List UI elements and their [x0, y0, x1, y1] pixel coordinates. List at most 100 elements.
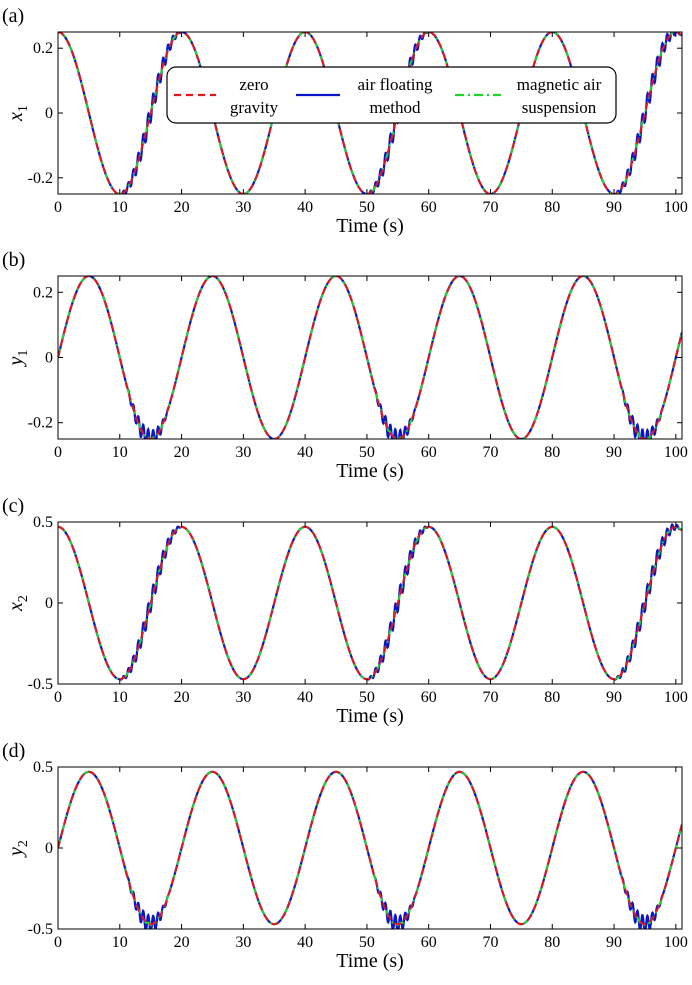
x-tick-label: 50 — [359, 199, 375, 216]
y-tick-label: 0.2 — [33, 284, 53, 301]
y-axis-label-main: x — [5, 112, 27, 122]
panel-label: (a) — [2, 5, 24, 27]
legend-box — [166, 66, 617, 124]
y-tick-label: 0.5 — [33, 514, 53, 531]
x-tick-label: 90 — [606, 934, 622, 951]
x-tick-label: 60 — [421, 689, 437, 706]
x-tick-label: 50 — [359, 689, 375, 706]
x-tick-label: 100 — [664, 934, 688, 951]
x-tick-label: 60 — [421, 934, 437, 951]
x-tick-label: 10 — [112, 444, 128, 461]
y-axis-label-sub: 1 — [16, 105, 31, 112]
x-tick-label: 60 — [421, 199, 437, 216]
y-axis-label-sub: 2 — [16, 595, 31, 602]
series-line-3 — [58, 770, 682, 927]
x-tick-label: 50 — [359, 444, 375, 461]
y-axis-label-sub: 2 — [16, 840, 31, 847]
series-line-3 — [58, 525, 682, 681]
y-tick-label: -0.5 — [28, 921, 53, 938]
x-tick-label: 90 — [606, 199, 622, 216]
x-tick-label: 50 — [359, 934, 375, 951]
y-axis-label-main: y — [5, 847, 27, 858]
panel-label: (d) — [2, 740, 25, 762]
x-tick-label: 80 — [544, 934, 560, 951]
series-line-2 — [58, 770, 682, 929]
y-axis-label: x1 — [5, 105, 31, 122]
x-tick-label: 90 — [606, 444, 622, 461]
y-tick-label: -0.5 — [28, 676, 53, 693]
legend-label-2-line1: air floating — [357, 75, 433, 94]
legend-label-3-line2: suspension — [522, 98, 597, 117]
y-axis-label: y1 — [5, 350, 31, 368]
legend-label-1-line1: zero — [239, 75, 268, 94]
x-tick-label: 60 — [421, 444, 437, 461]
series-line-2 — [58, 276, 682, 439]
x-tick-label: 90 — [606, 689, 622, 706]
legend-label-3-line1: magnetic air — [517, 75, 602, 94]
x-tick-label: 30 — [235, 199, 251, 216]
plot-area — [58, 523, 682, 681]
series-line-1 — [58, 276, 682, 439]
x-tick-label: 80 — [544, 199, 560, 216]
plot-area — [58, 276, 682, 439]
x-tick-label: 30 — [235, 934, 251, 951]
y-tick-label: 0 — [45, 105, 53, 122]
x-tick-label: 10 — [112, 934, 128, 951]
x-tick-label: 0 — [54, 934, 62, 951]
x-axis-label: Time (s) — [336, 950, 404, 972]
y-axis-label-main: x — [5, 602, 27, 612]
x-axis-label: Time (s) — [336, 705, 404, 727]
x-tick-label: 70 — [482, 444, 498, 461]
y-axis-label-main: y — [5, 356, 27, 367]
y-axis-label-sub: 1 — [16, 350, 31, 357]
series-line-1 — [58, 525, 682, 681]
x-tick-label: 0 — [54, 199, 62, 216]
x-tick-label: 30 — [235, 444, 251, 461]
x-tick-label: 70 — [482, 934, 498, 951]
axes-box — [57, 275, 683, 440]
x-tick-label: 10 — [112, 689, 128, 706]
x-tick-label: 20 — [174, 689, 190, 706]
legend: zero gravity air floating method magnetic ai… — [166, 66, 617, 124]
y-tick-label: 0.2 — [33, 40, 53, 57]
y-tick-label: 0.5 — [33, 759, 53, 776]
y-tick-label: 0 — [45, 840, 53, 857]
x-tick-label: 20 — [174, 934, 190, 951]
x-tick-label: 80 — [544, 689, 560, 706]
legend-label-1-line2: gravity — [230, 98, 279, 117]
x-tick-label: 100 — [664, 689, 688, 706]
x-tick-label: 40 — [297, 934, 313, 951]
x-tick-label: 20 — [174, 444, 190, 461]
x-tick-label: 10 — [112, 199, 128, 216]
x-tick-label: 70 — [482, 199, 498, 216]
y-tick-label: 0 — [45, 595, 53, 612]
series-line-3 — [58, 276, 682, 439]
x-tick-label: 40 — [297, 199, 313, 216]
series-line-1 — [58, 770, 682, 926]
x-tick-label: 100 — [664, 444, 688, 461]
panel-label: (b) — [2, 249, 25, 271]
x-tick-label: 100 — [664, 199, 688, 216]
legend-label-2-line2: method — [370, 98, 421, 117]
x-tick-label: 0 — [54, 444, 62, 461]
plot-area — [58, 770, 682, 929]
y-tick-label: -0.2 — [28, 170, 53, 187]
x-tick-label: 70 — [482, 689, 498, 706]
x-tick-label: 0 — [54, 689, 62, 706]
y-axis-label: x2 — [5, 595, 31, 612]
panel-label: (c) — [2, 495, 24, 517]
x-tick-label: 30 — [235, 689, 251, 706]
axes-box — [57, 766, 683, 930]
x-tick-label: 40 — [297, 689, 313, 706]
y-tick-label: 0 — [45, 350, 53, 367]
y-tick-label: -0.2 — [28, 415, 53, 432]
x-axis-label: Time (s) — [336, 215, 404, 237]
x-tick-label: 20 — [174, 199, 190, 216]
x-tick-label: 40 — [297, 444, 313, 461]
x-tick-label: 80 — [544, 444, 560, 461]
x-axis-label: Time (s) — [336, 460, 404, 482]
